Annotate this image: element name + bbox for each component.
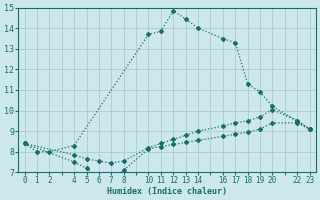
X-axis label: Humidex (Indice chaleur): Humidex (Indice chaleur) xyxy=(107,187,227,196)
